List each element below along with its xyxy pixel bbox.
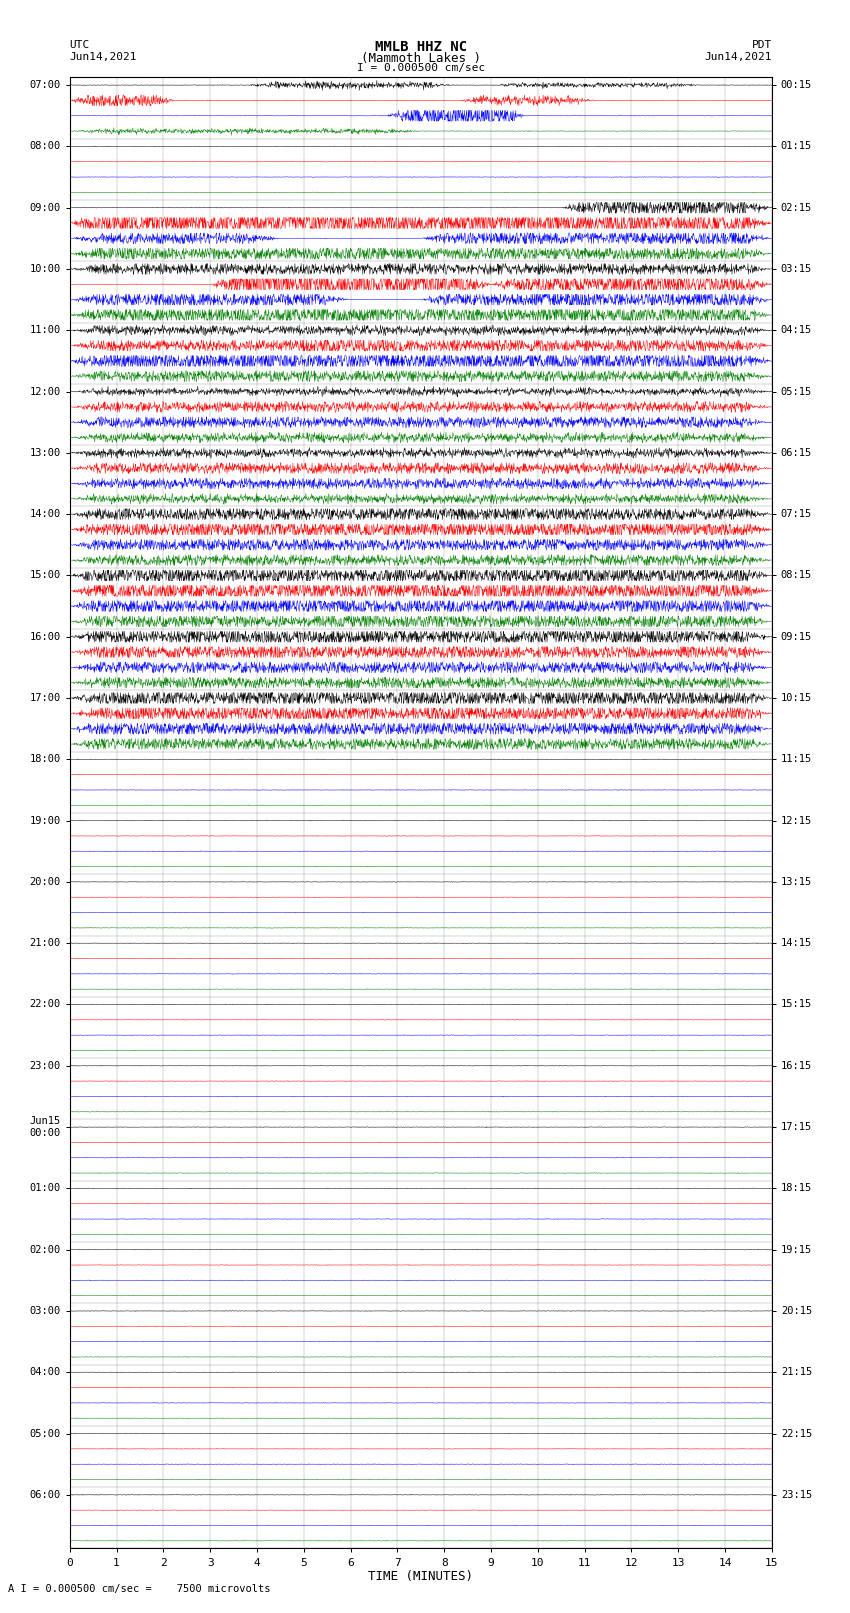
X-axis label: TIME (MINUTES): TIME (MINUTES) [368, 1571, 473, 1584]
Text: I = 0.000500 cm/sec: I = 0.000500 cm/sec [357, 63, 484, 73]
Text: UTC: UTC [70, 39, 90, 50]
Text: MMLB HHZ NC: MMLB HHZ NC [375, 39, 467, 53]
Text: (Mammoth Lakes ): (Mammoth Lakes ) [360, 52, 481, 65]
Text: PDT: PDT [751, 39, 772, 50]
Text: Jun14,2021: Jun14,2021 [705, 52, 772, 61]
Text: A I = 0.000500 cm/sec =    7500 microvolts: A I = 0.000500 cm/sec = 7500 microvolts [8, 1584, 271, 1594]
Text: Jun14,2021: Jun14,2021 [70, 52, 137, 61]
